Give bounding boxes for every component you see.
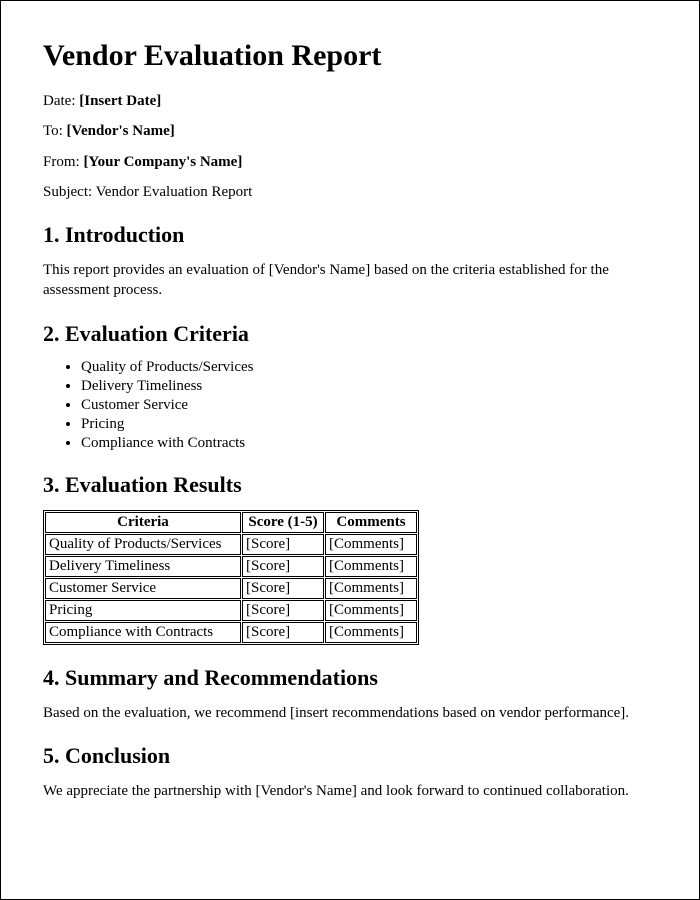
table-row: Quality of Products/Services [Score] [Co… <box>45 534 417 555</box>
table-cell-score: [Score] <box>242 556 324 577</box>
section-intro-heading: 1. Introduction <box>43 222 657 248</box>
table-row: Delivery Timeliness [Score] [Comments] <box>45 556 417 577</box>
table-header-comments: Comments <box>325 512 417 533</box>
meta-from: From: [Your Company's Name] <box>43 152 657 172</box>
to-label: To: <box>43 123 67 139</box>
table-cell-comments: [Comments] <box>325 534 417 555</box>
section-results-heading: 3. Evaluation Results <box>43 472 657 498</box>
criteria-item: Pricing <box>81 416 657 433</box>
meta-date: Date: [Insert Date] <box>43 91 657 111</box>
section-criteria-heading: 2. Evaluation Criteria <box>43 321 657 347</box>
table-cell-comments: [Comments] <box>325 600 417 621</box>
subject-label: Subject: <box>43 184 96 200</box>
table-header-score: Score (1-5) <box>242 512 324 533</box>
table-header-criteria: Criteria <box>45 512 241 533</box>
section-summary-text: Based on the evaluation, we recommend [i… <box>43 703 657 723</box>
table-cell-score: [Score] <box>242 600 324 621</box>
table-header-row: Criteria Score (1-5) Comments <box>45 512 417 533</box>
table-row: Customer Service [Score] [Comments] <box>45 578 417 599</box>
table-cell-criteria: Quality of Products/Services <box>45 534 241 555</box>
table-cell-score: [Score] <box>242 622 324 643</box>
criteria-item: Customer Service <box>81 397 657 414</box>
section-summary-heading: 4. Summary and Recommendations <box>43 665 657 691</box>
date-value: [Insert Date] <box>79 93 161 109</box>
meta-to: To: [Vendor's Name] <box>43 121 657 141</box>
table-cell-criteria: Customer Service <box>45 578 241 599</box>
from-value: [Your Company's Name] <box>83 154 242 170</box>
table-cell-score: [Score] <box>242 534 324 555</box>
table-cell-criteria: Compliance with Contracts <box>45 622 241 643</box>
to-value: [Vendor's Name] <box>67 123 175 139</box>
criteria-list: Quality of Products/Services Delivery Ti… <box>43 359 657 452</box>
table-cell-comments: [Comments] <box>325 556 417 577</box>
from-label: From: <box>43 154 83 170</box>
table-cell-comments: [Comments] <box>325 578 417 599</box>
criteria-item: Delivery Timeliness <box>81 378 657 395</box>
criteria-item: Compliance with Contracts <box>81 435 657 452</box>
date-label: Date: <box>43 93 79 109</box>
table-row: Pricing [Score] [Comments] <box>45 600 417 621</box>
meta-subject: Subject: Vendor Evaluation Report <box>43 182 657 202</box>
subject-value: Vendor Evaluation Report <box>96 184 253 200</box>
section-intro-text: This report provides an evaluation of [V… <box>43 260 657 301</box>
section-conclusion-text: We appreciate the partnership with [Vend… <box>43 781 657 801</box>
table-cell-criteria: Pricing <box>45 600 241 621</box>
evaluation-table: Criteria Score (1-5) Comments Quality of… <box>43 510 419 645</box>
table-cell-criteria: Delivery Timeliness <box>45 556 241 577</box>
table-cell-comments: [Comments] <box>325 622 417 643</box>
section-conclusion-heading: 5. Conclusion <box>43 743 657 769</box>
criteria-item: Quality of Products/Services <box>81 359 657 376</box>
page-title: Vendor Evaluation Report <box>43 39 657 73</box>
table-cell-score: [Score] <box>242 578 324 599</box>
table-row: Compliance with Contracts [Score] [Comme… <box>45 622 417 643</box>
document-page: Vendor Evaluation Report Date: [Insert D… <box>0 0 700 900</box>
